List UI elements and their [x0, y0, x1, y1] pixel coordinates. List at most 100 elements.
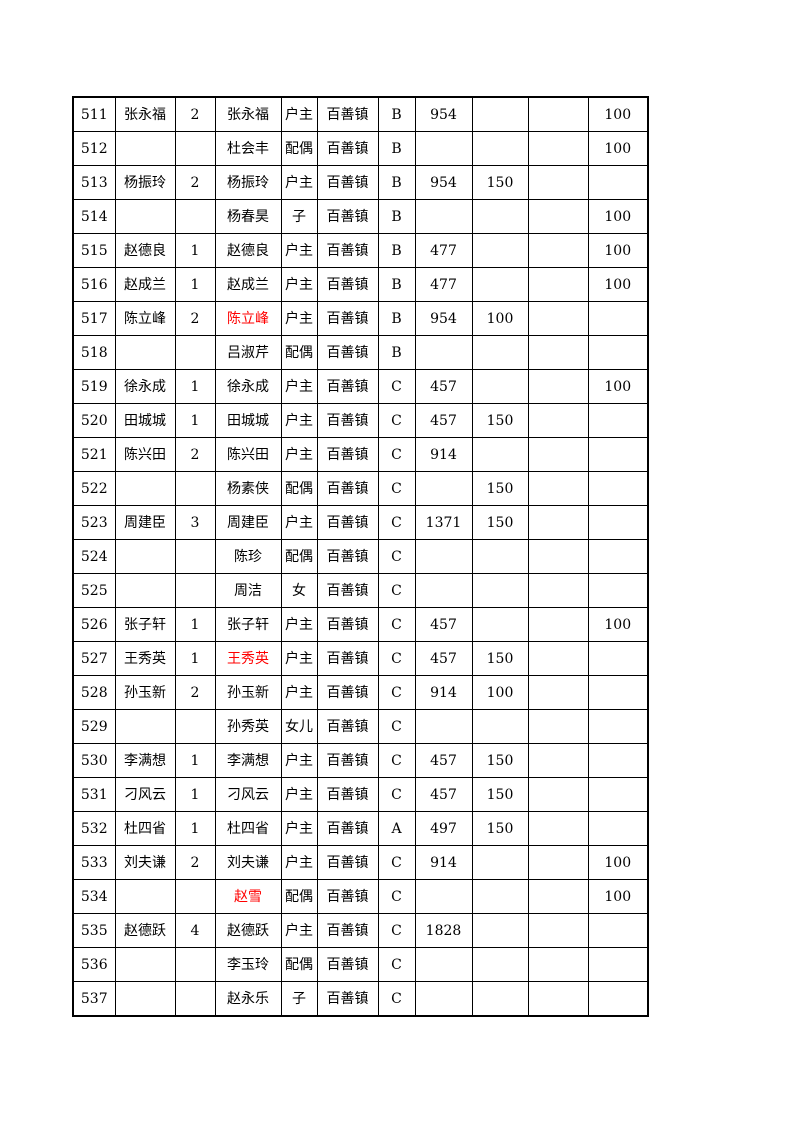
household-record-table: 511 张永福 2 张永福 户主 百善镇 B 954 100 512 杜会丰 配偶 百善镇 B 100 513… [72, 96, 649, 1017]
household-head-name-cell: 陈兴田 [114, 437, 176, 472]
amount-3-cell: 100 [587, 607, 649, 642]
blank-cell [527, 199, 589, 234]
row-id-cell: 519 [72, 369, 116, 404]
amount-2-cell [471, 131, 529, 166]
amount-2-cell [471, 96, 529, 132]
amount-2-cell [471, 913, 529, 948]
household-size-cell: 4 [174, 913, 216, 948]
amount-3-cell [587, 675, 649, 710]
row-id-cell: 511 [72, 96, 116, 132]
grade-cell: B [377, 301, 416, 336]
blank-cell [527, 96, 589, 132]
household-size-cell [174, 573, 216, 608]
household-head-name-cell: 周建臣 [114, 505, 176, 540]
household-size-cell: 1 [174, 607, 216, 642]
relation-to-head-cell: 配偶 [280, 879, 318, 914]
amount-3-cell [587, 573, 649, 608]
table-row: 525 周洁女百善镇 C [72, 573, 649, 608]
town-cell: 百善镇 [316, 879, 379, 914]
row-id-cell: 522 [72, 471, 116, 506]
amount-3-cell: 100 [587, 369, 649, 404]
row-id-cell: 521 [72, 437, 116, 472]
table-row: 531 刁风云 1 刁风云 户主 百善镇 C 457 150 [72, 777, 649, 812]
amount-1-cell: 457 [414, 743, 473, 778]
table-row: 518 吕淑芹 配偶 百善镇 B [72, 335, 649, 370]
household-size-cell [174, 335, 216, 370]
row-id-cell: 520 [72, 403, 116, 438]
table-row: 521 陈兴田 2 陈兴田 户主 百善镇 C 914 [72, 437, 649, 472]
blank-cell [527, 607, 589, 642]
amount-1-cell [414, 981, 473, 1017]
amount-1-cell: 497 [414, 811, 473, 846]
relation-to-head-cell: 女儿 [280, 709, 318, 744]
table-row: 511 张永福 2 张永福 户主 百善镇 B 954 100 [72, 96, 649, 132]
household-head-name-cell: 刘夫谦 [114, 845, 176, 880]
amount-3-cell [587, 743, 649, 778]
household-head-name-cell [114, 539, 176, 574]
amount-2-cell [471, 335, 529, 370]
member-name-cell: 刁风云 [214, 777, 282, 812]
amount-1-cell: 914 [414, 437, 473, 472]
amount-1-cell: 457 [414, 777, 473, 812]
member-name-cell: 李满想 [214, 743, 282, 778]
amount-3-cell [587, 709, 649, 744]
town-cell: 百善镇 [316, 437, 379, 472]
amount-2-cell [471, 267, 529, 302]
amount-3-cell [587, 471, 649, 506]
amount-1-cell [414, 947, 473, 982]
amount-1-cell: 914 [414, 675, 473, 710]
row-id-cell: 515 [72, 233, 116, 268]
table-row: 513 杨振玲 2 杨振玲 户主 百善镇 B 954 150 [72, 165, 649, 200]
row-id-cell: 529 [72, 709, 116, 744]
table-row: 526 张子轩 1 张子轩 户主 百善镇 C 457 100 [72, 607, 649, 642]
amount-2-cell [471, 947, 529, 982]
blank-cell [527, 471, 589, 506]
relation-to-head-cell: 子 [280, 981, 318, 1017]
amount-3-cell: 100 [587, 96, 649, 132]
table-row: 535 赵德跃 4 赵德跃 户主 百善镇 C 1828 [72, 913, 649, 948]
relation-to-head-cell: 户主 [280, 165, 318, 200]
amount-1-cell: 1828 [414, 913, 473, 948]
amount-2-cell [471, 981, 529, 1017]
amount-2-cell: 150 [471, 403, 529, 438]
amount-3-cell [587, 403, 649, 438]
member-name-cell: 刘夫谦 [214, 845, 282, 880]
relation-to-head-cell: 户主 [280, 267, 318, 302]
table-row: 534 赵雪 配偶 百善镇 C 100 [72, 879, 649, 914]
member-name-cell: 张永福 [214, 96, 282, 132]
relation-to-head-cell: 户主 [280, 607, 318, 642]
relation-to-head-cell: 户主 [280, 641, 318, 676]
amount-1-cell: 477 [414, 267, 473, 302]
amount-1-cell: 954 [414, 165, 473, 200]
household-head-name-cell [114, 879, 176, 914]
grade-cell: B [377, 131, 416, 166]
member-name-cell: 赵永乐 [214, 981, 282, 1017]
relation-to-head-cell: 配偶 [280, 539, 318, 574]
town-cell: 百善镇 [316, 199, 379, 234]
household-size-cell [174, 539, 216, 574]
town-cell: 百善镇 [316, 845, 379, 880]
amount-2-cell: 150 [471, 471, 529, 506]
household-size-cell: 1 [174, 641, 216, 676]
row-id-cell: 512 [72, 131, 116, 166]
household-head-name-cell [114, 947, 176, 982]
grade-cell: C [377, 369, 416, 404]
blank-cell [527, 811, 589, 846]
amount-3-cell: 100 [587, 267, 649, 302]
member-name-cell: 杨素侠 [214, 471, 282, 506]
amount-3-cell [587, 301, 649, 336]
amount-2-cell [471, 607, 529, 642]
relation-to-head-cell: 配偶 [280, 471, 318, 506]
blank-cell [527, 131, 589, 166]
member-name-cell: 杨春昊 [214, 199, 282, 234]
town-cell: 百善镇 [316, 811, 379, 846]
household-size-cell: 1 [174, 233, 216, 268]
row-id-cell: 523 [72, 505, 116, 540]
row-id-cell: 516 [72, 267, 116, 302]
household-size-cell: 1 [174, 403, 216, 438]
member-name-cell: 赵德跃 [214, 913, 282, 948]
grade-cell: B [377, 335, 416, 370]
row-id-cell: 537 [72, 981, 116, 1017]
blank-cell [527, 573, 589, 608]
grade-cell: B [377, 96, 416, 132]
